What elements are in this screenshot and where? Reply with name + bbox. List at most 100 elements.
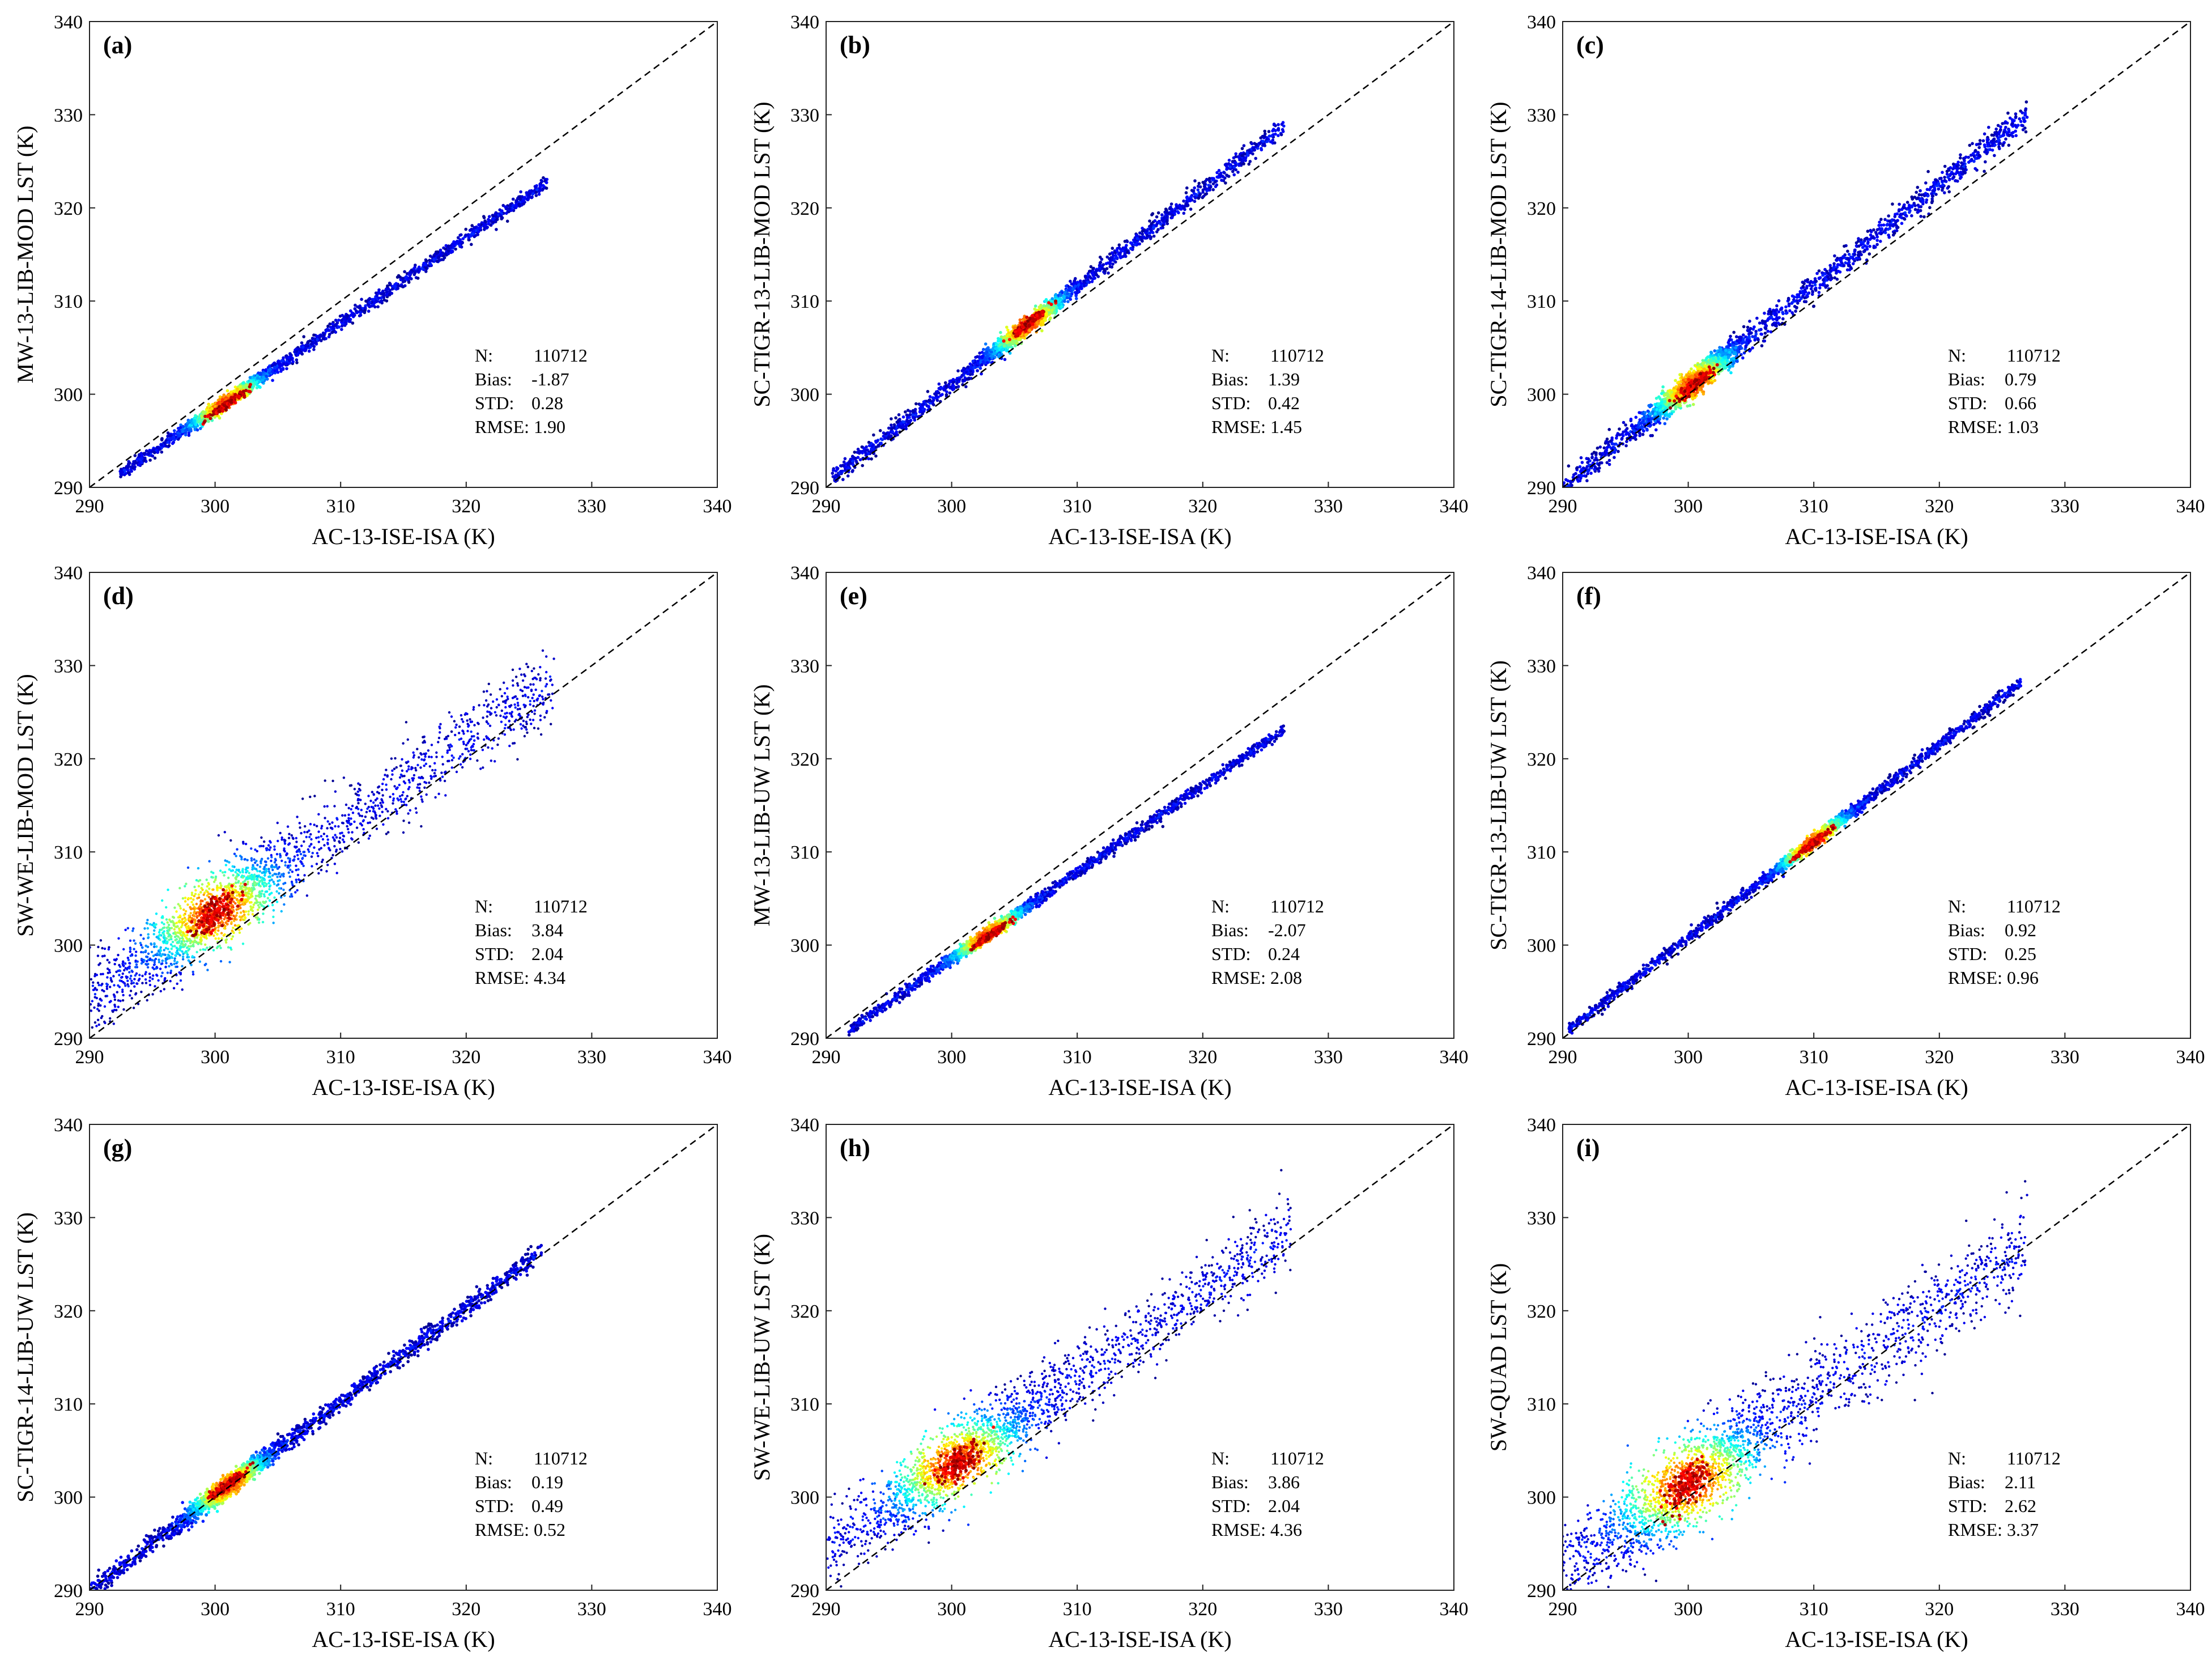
density-point bbox=[132, 460, 136, 464]
density-point bbox=[1234, 152, 1237, 156]
density-point bbox=[1072, 281, 1076, 285]
density-point bbox=[1146, 234, 1149, 237]
density-point bbox=[1150, 213, 1154, 216]
density-point bbox=[534, 185, 538, 189]
density-point bbox=[285, 367, 288, 371]
density-point bbox=[1103, 269, 1107, 273]
density-point bbox=[304, 347, 307, 350]
density-point bbox=[126, 466, 130, 469]
density-point bbox=[1258, 141, 1262, 145]
density-point bbox=[887, 432, 891, 435]
density-point bbox=[500, 209, 503, 213]
density-point bbox=[1024, 333, 1028, 337]
plot-frame bbox=[826, 21, 1454, 488]
density-point bbox=[449, 249, 453, 253]
density-core-point bbox=[229, 396, 233, 400]
density-point bbox=[879, 441, 883, 445]
stat-value-n: 110712 bbox=[534, 345, 588, 366]
density-point bbox=[519, 190, 522, 194]
density-point bbox=[309, 342, 313, 346]
density-point bbox=[508, 207, 511, 210]
density-point bbox=[955, 381, 959, 385]
density-point bbox=[1018, 318, 1022, 322]
density-point bbox=[352, 312, 356, 316]
density-point bbox=[395, 275, 399, 279]
density-point bbox=[897, 418, 900, 422]
density-point bbox=[314, 341, 318, 345]
density-point bbox=[1142, 236, 1146, 240]
density-point bbox=[1067, 288, 1071, 292]
density-point bbox=[416, 269, 419, 273]
density-point bbox=[951, 384, 955, 387]
density-core-point bbox=[1020, 325, 1024, 329]
density-point bbox=[877, 444, 880, 448]
density-point bbox=[507, 210, 511, 214]
density-point bbox=[280, 359, 283, 363]
density-cloud bbox=[1563, 100, 2029, 487]
density-point bbox=[856, 456, 860, 459]
density-point bbox=[1189, 207, 1193, 211]
density-point bbox=[1082, 279, 1086, 283]
density-core-point bbox=[213, 407, 217, 411]
density-point bbox=[908, 413, 912, 417]
density-core-point bbox=[223, 401, 227, 405]
density-point bbox=[1047, 308, 1050, 312]
density-point bbox=[301, 345, 305, 349]
density-point bbox=[1227, 159, 1231, 162]
density-point bbox=[444, 244, 448, 248]
density-point bbox=[976, 362, 980, 366]
density-point bbox=[1251, 152, 1254, 156]
density-point bbox=[956, 369, 960, 373]
density-point bbox=[282, 362, 286, 366]
density-point bbox=[851, 469, 854, 473]
x-tick-label: 330 bbox=[577, 496, 606, 517]
x-tick-label: 340 bbox=[703, 496, 732, 517]
density-core-point bbox=[219, 406, 223, 410]
density-point bbox=[127, 471, 130, 475]
density-core-point bbox=[1007, 338, 1011, 342]
scatter-panel: 290 300 310 320 330 340290300310320330340AC-1… bbox=[1486, 12, 2205, 549]
density-point bbox=[368, 300, 372, 304]
density-point bbox=[465, 233, 469, 237]
density-point bbox=[1171, 216, 1174, 219]
density-point bbox=[911, 416, 915, 419]
density-point bbox=[265, 377, 269, 381]
density-point bbox=[1088, 275, 1092, 279]
density-point bbox=[1006, 346, 1010, 350]
density-point bbox=[1254, 156, 1257, 160]
density-point bbox=[1076, 281, 1079, 284]
density-core-point bbox=[1038, 313, 1042, 317]
density-point bbox=[334, 330, 338, 334]
density-point bbox=[1092, 273, 1096, 277]
density-point bbox=[937, 382, 941, 386]
density-point bbox=[878, 429, 882, 432]
density-point bbox=[167, 444, 171, 448]
density-point bbox=[262, 372, 266, 376]
density-point bbox=[1074, 294, 1078, 298]
density-point bbox=[402, 285, 405, 288]
density-point bbox=[1050, 297, 1054, 300]
density-point bbox=[1203, 180, 1207, 183]
density-point bbox=[521, 199, 524, 203]
density-point bbox=[849, 457, 853, 461]
density-point bbox=[1135, 237, 1139, 240]
density-point bbox=[472, 230, 476, 233]
density-core-point bbox=[229, 401, 233, 404]
density-point bbox=[173, 429, 176, 432]
density-point bbox=[1180, 207, 1183, 211]
density-point bbox=[1044, 319, 1047, 322]
density-point bbox=[258, 372, 262, 376]
density-point bbox=[1042, 304, 1046, 308]
density-point bbox=[980, 372, 983, 376]
density-point bbox=[1108, 261, 1112, 264]
density-point bbox=[1095, 273, 1099, 277]
density-point bbox=[500, 215, 504, 219]
density-point bbox=[874, 454, 878, 458]
density-point bbox=[386, 284, 389, 288]
y-tick-label: 290 bbox=[54, 478, 83, 499]
density-point bbox=[166, 431, 170, 435]
density-point bbox=[1233, 161, 1237, 165]
stat-label-n: N: bbox=[1211, 345, 1230, 366]
density-point bbox=[972, 366, 976, 370]
density-point bbox=[1215, 183, 1219, 187]
